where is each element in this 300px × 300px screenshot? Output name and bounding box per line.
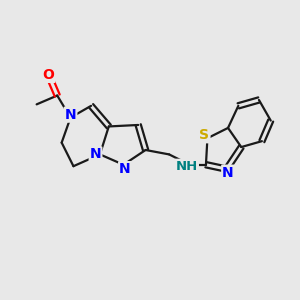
Text: O: O xyxy=(43,68,54,82)
Text: N: N xyxy=(90,147,101,161)
Text: NH: NH xyxy=(176,160,198,173)
Text: S: S xyxy=(200,128,209,142)
Text: N: N xyxy=(222,166,234,180)
Text: N: N xyxy=(119,162,131,176)
Text: N: N xyxy=(65,108,76,122)
